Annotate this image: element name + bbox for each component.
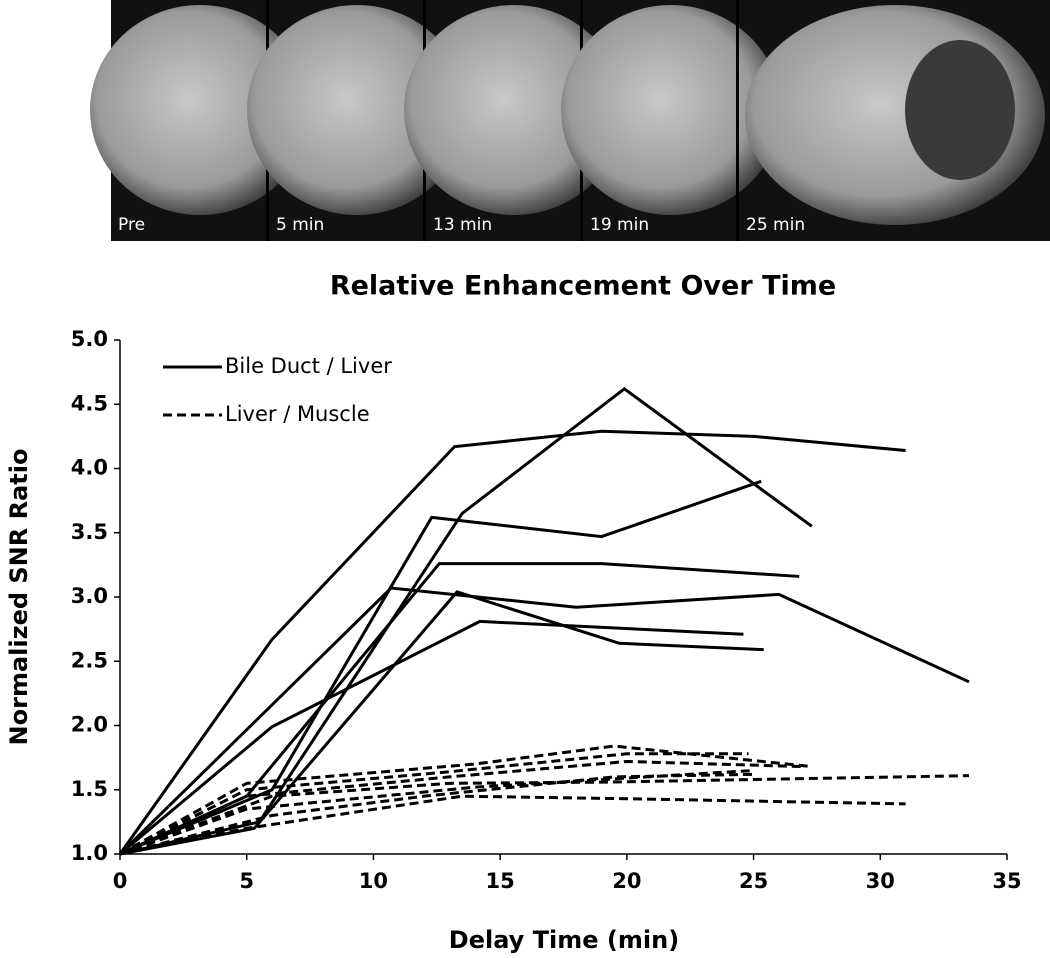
image-label: 13 min [433, 215, 492, 235]
x-tick-label: 25 [739, 869, 768, 893]
y-tick-label: 3.0 [71, 584, 108, 608]
data-line [118, 586, 970, 856]
image-strip: Pre 5 min 13 min 19 min 25 min [90, 0, 1050, 241]
legend-label: Bile Duct / Liver [225, 354, 392, 378]
data-line [119, 794, 906, 856]
x-tick-label: 35 [992, 869, 1021, 893]
data-line [119, 759, 805, 856]
image-label: 19 min [590, 215, 649, 235]
data-line [119, 386, 813, 856]
x-tick-label: 20 [612, 869, 641, 893]
y-tick-label: 2.0 [71, 713, 108, 737]
x-tick-label: 30 [866, 869, 895, 893]
data-line [119, 752, 749, 856]
y-axis-label: Normalized SNR Ratio [5, 449, 33, 746]
mri-panel [561, 0, 781, 241]
x-tick-label: 0 [113, 869, 128, 893]
data-line [118, 429, 906, 855]
y-tick-label: 3.5 [71, 520, 108, 544]
x-tick-label: 15 [486, 869, 515, 893]
chart-title: Relative Enhancement Over Time [330, 271, 836, 302]
image-label: 5 min [276, 215, 324, 235]
image-label: Pre [118, 215, 145, 235]
y-tick-label: 1.5 [71, 777, 108, 801]
y-tick-label: 5.0 [71, 327, 108, 351]
x-tick-label: 10 [359, 869, 388, 893]
x-axis-label: Delay Time (min) [449, 926, 679, 954]
data-line [119, 772, 754, 856]
data-line [119, 619, 744, 856]
legend-label: Liver / Muscle [225, 402, 370, 426]
data-line [119, 479, 762, 856]
y-tick-label: 4.0 [71, 456, 108, 480]
x-tick-label: 5 [239, 869, 254, 893]
y-tick-label: 1.0 [71, 841, 108, 865]
image-label: 25 min [746, 215, 805, 235]
y-tick-label: 4.5 [71, 391, 108, 415]
mri-panel [745, 5, 1045, 225]
y-tick-label: 2.5 [71, 648, 108, 672]
data-line [119, 774, 970, 856]
